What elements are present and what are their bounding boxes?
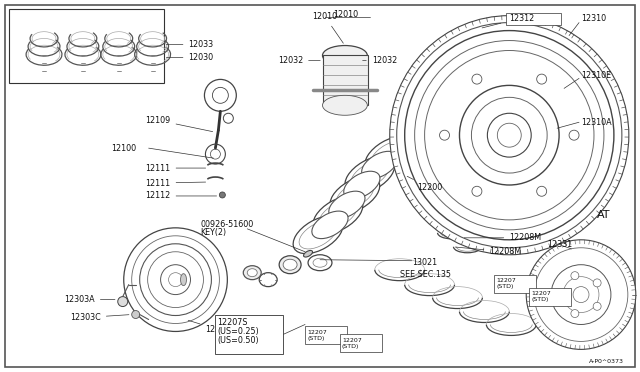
Text: 12303: 12303 — [188, 320, 230, 334]
FancyBboxPatch shape — [323, 55, 368, 105]
Circle shape — [593, 279, 601, 287]
FancyBboxPatch shape — [5, 5, 635, 367]
Text: 12312: 12312 — [482, 14, 532, 28]
Circle shape — [124, 228, 227, 331]
Ellipse shape — [313, 196, 363, 234]
Text: 13021: 13021 — [413, 258, 438, 267]
Text: 12207S: 12207S — [218, 318, 248, 327]
Ellipse shape — [319, 201, 357, 229]
Ellipse shape — [330, 176, 380, 214]
Ellipse shape — [180, 274, 186, 286]
Ellipse shape — [365, 136, 415, 174]
Text: 12030: 12030 — [166, 53, 214, 62]
Circle shape — [571, 272, 579, 280]
Circle shape — [569, 130, 579, 140]
Ellipse shape — [401, 129, 428, 151]
Text: (US=0.25): (US=0.25) — [218, 327, 259, 336]
Text: 12207
(STD): 12207 (STD) — [342, 338, 362, 349]
FancyBboxPatch shape — [340, 334, 382, 352]
FancyBboxPatch shape — [494, 275, 536, 293]
Ellipse shape — [371, 141, 409, 169]
Text: 12208M: 12208M — [455, 247, 522, 256]
Text: 12312: 12312 — [509, 14, 534, 23]
Text: 12032: 12032 — [363, 56, 397, 65]
Text: 12112: 12112 — [145, 192, 216, 201]
Text: 12310: 12310 — [581, 14, 606, 23]
Ellipse shape — [303, 250, 312, 257]
Circle shape — [537, 186, 547, 196]
Circle shape — [404, 31, 614, 240]
Ellipse shape — [299, 221, 337, 249]
Text: 12109: 12109 — [145, 116, 212, 132]
Text: 12111: 12111 — [145, 179, 205, 187]
Text: KEY(2): KEY(2) — [200, 228, 227, 237]
Circle shape — [118, 296, 128, 307]
FancyBboxPatch shape — [216, 314, 283, 355]
Text: A-P0^0373: A-P0^0373 — [589, 359, 624, 364]
Text: 12310E: 12310E — [581, 71, 611, 80]
Circle shape — [161, 265, 191, 295]
Circle shape — [472, 74, 482, 84]
Ellipse shape — [329, 191, 365, 219]
Circle shape — [537, 74, 547, 84]
Circle shape — [593, 302, 601, 310]
Text: 12207
(STD): 12207 (STD) — [497, 278, 516, 289]
Circle shape — [460, 86, 559, 185]
Circle shape — [526, 240, 636, 349]
Text: 12032: 12032 — [278, 56, 320, 65]
Text: (US=0.50): (US=0.50) — [218, 336, 259, 345]
Text: 12207
(STD): 12207 (STD) — [307, 330, 327, 341]
Text: 12033: 12033 — [166, 40, 214, 49]
Ellipse shape — [362, 151, 398, 179]
Text: SEE SEC.135: SEE SEC.135 — [400, 270, 451, 279]
Text: 12208M: 12208M — [464, 233, 541, 242]
Circle shape — [140, 244, 211, 315]
Text: 12207
(STD): 12207 (STD) — [531, 291, 551, 302]
Text: 12010: 12010 — [312, 12, 343, 43]
Text: 12200: 12200 — [407, 176, 443, 192]
Ellipse shape — [283, 259, 297, 270]
Ellipse shape — [336, 181, 374, 209]
FancyBboxPatch shape — [9, 9, 164, 83]
Ellipse shape — [323, 95, 367, 115]
Ellipse shape — [279, 256, 301, 274]
Ellipse shape — [259, 273, 277, 286]
Text: AT: AT — [597, 210, 611, 220]
Ellipse shape — [293, 216, 343, 254]
Ellipse shape — [308, 255, 332, 271]
Text: 00926-51600: 00926-51600 — [200, 220, 253, 230]
Ellipse shape — [323, 45, 367, 65]
Circle shape — [488, 113, 531, 157]
Ellipse shape — [247, 269, 257, 277]
Text: 12111: 12111 — [145, 164, 205, 173]
Circle shape — [557, 291, 565, 299]
Circle shape — [220, 192, 225, 198]
FancyBboxPatch shape — [506, 13, 561, 25]
FancyBboxPatch shape — [529, 288, 571, 305]
Circle shape — [390, 16, 629, 255]
Circle shape — [571, 310, 579, 318]
FancyBboxPatch shape — [305, 327, 347, 344]
Circle shape — [132, 311, 140, 318]
Text: 12310A: 12310A — [581, 118, 612, 127]
Text: 12303C: 12303C — [70, 313, 129, 322]
Ellipse shape — [351, 161, 388, 189]
Ellipse shape — [243, 266, 261, 280]
Circle shape — [440, 130, 449, 140]
Ellipse shape — [344, 171, 380, 199]
Ellipse shape — [312, 211, 348, 238]
Text: 12331: 12331 — [547, 240, 572, 249]
Circle shape — [472, 186, 482, 196]
Text: 12010: 12010 — [333, 10, 358, 19]
Circle shape — [551, 265, 611, 324]
Text: 12303A: 12303A — [64, 295, 115, 304]
Ellipse shape — [345, 156, 395, 194]
Text: 12100: 12100 — [111, 144, 136, 153]
